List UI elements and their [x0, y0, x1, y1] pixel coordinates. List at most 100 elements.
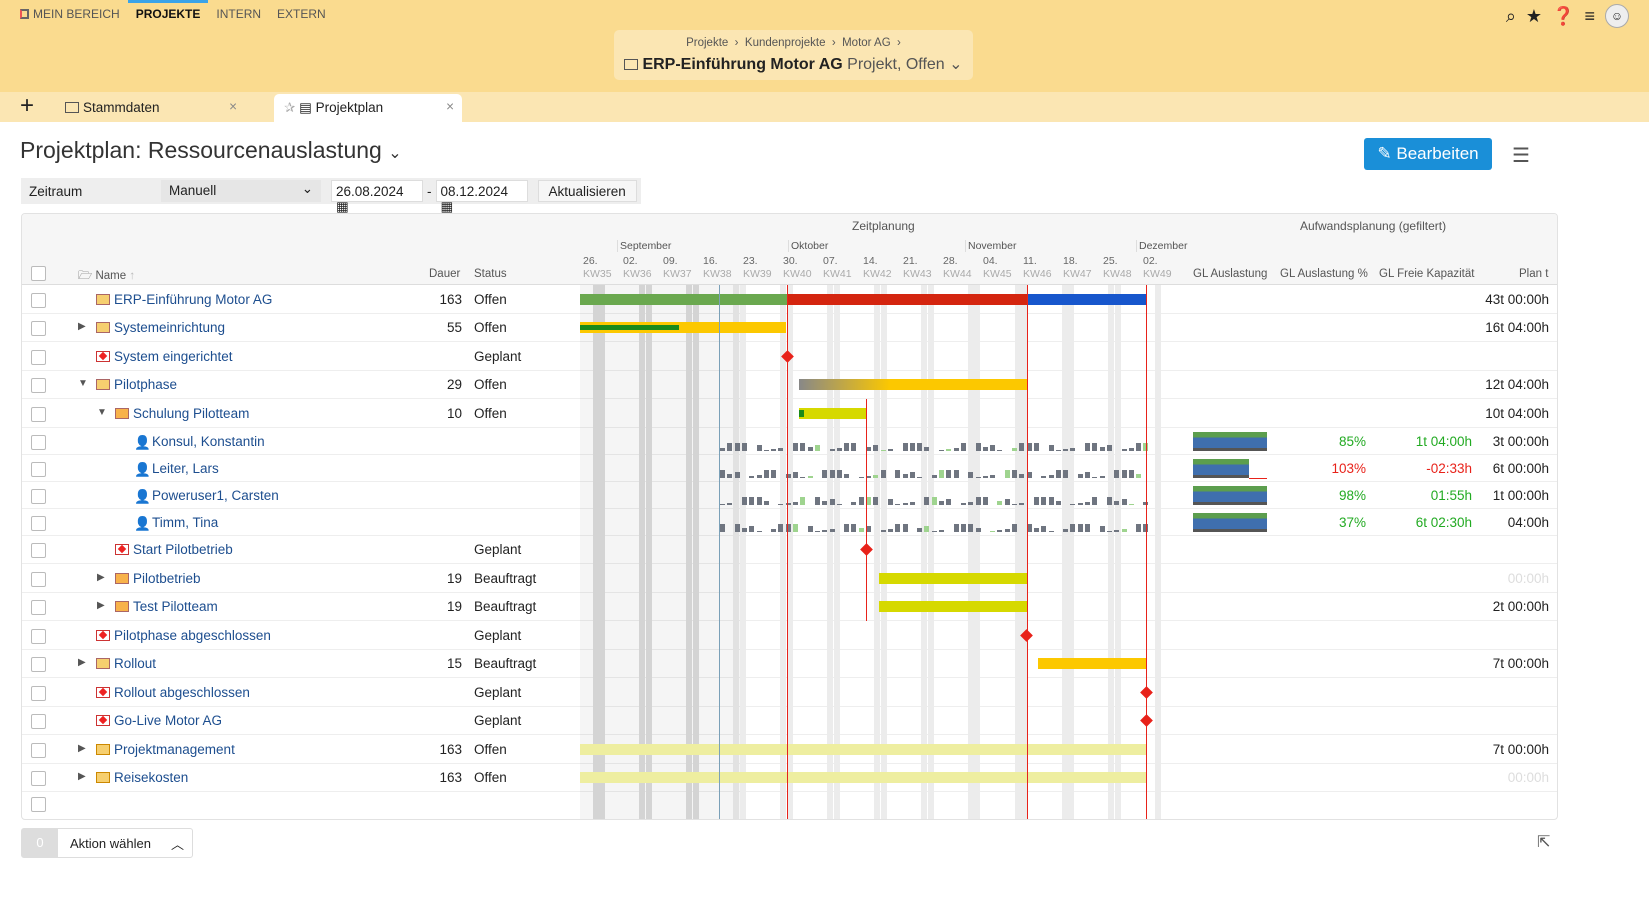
row-name[interactable]: Projektmanagement: [96, 742, 235, 757]
avatar[interactable]: ☺: [1605, 4, 1629, 28]
nav-extern[interactable]: EXTERN: [277, 7, 326, 21]
row-name[interactable]: System eingerichtet: [96, 349, 233, 364]
calendar-icon[interactable]: ▦: [440, 199, 454, 214]
action-bar[interactable]: 0 Aktion wählen ︿: [21, 828, 193, 858]
row-checkbox[interactable]: [31, 488, 46, 504]
gantt-chart[interactable]: [580, 285, 1183, 819]
load-histogram-bar: [793, 524, 798, 532]
week-date: 02.: [1143, 255, 1158, 267]
menu-icon[interactable]: ≡: [1584, 5, 1595, 26]
row-checkbox[interactable]: [31, 321, 46, 336]
row-name[interactable]: Test Pilotteam: [115, 599, 218, 614]
sort-up-icon[interactable]: ↑: [129, 270, 136, 282]
pin-icon[interactable]: ✰: [284, 100, 296, 115]
row-name[interactable]: 👤Konsul, Konstantin: [134, 434, 265, 450]
caret-down-icon[interactable]: ▼: [97, 406, 107, 418]
row-status: Beauftragt: [474, 570, 537, 586]
row-name[interactable]: 👤Timm, Tina: [134, 515, 218, 531]
caret-right-icon[interactable]: ▶: [78, 321, 86, 332]
row-name[interactable]: Systemeinrichtung: [96, 320, 225, 335]
add-tab-icon[interactable]: +: [20, 92, 35, 119]
row-checkbox[interactable]: [31, 657, 46, 672]
column-plan[interactable]: Plan t: [1519, 268, 1549, 280]
row-name[interactable]: Pilotphase abgeschlossen: [96, 628, 271, 643]
caret-down-icon[interactable]: ▼: [78, 378, 88, 389]
tab-stammdaten[interactable]: Stammdaten ×: [55, 94, 245, 122]
row-checkbox[interactable]: [31, 406, 46, 422]
caret-right-icon[interactable]: ▶: [97, 600, 105, 611]
row-checkbox[interactable]: [31, 771, 46, 786]
month-label: September: [617, 240, 671, 252]
date-to-input[interactable]: 08.12.2024 ▦: [435, 180, 528, 214]
row-checkbox[interactable]: [31, 742, 46, 758]
load-histogram-bar: [866, 476, 871, 478]
row-checkbox[interactable]: [31, 600, 46, 615]
export-icon[interactable]: ⇱: [1537, 834, 1551, 851]
weekend-shade: [873, 285, 880, 819]
date-from-input[interactable]: 26.08.2024 ▦: [331, 180, 423, 214]
tab-projektplan[interactable]: ✰ ▤ Projektplan ×: [274, 94, 462, 122]
refresh-button[interactable]: Aktualisieren: [537, 180, 637, 202]
nav-projekte[interactable]: PROJEKTE: [127, 0, 209, 21]
column-status[interactable]: Status: [474, 268, 507, 280]
weekend-shade: [592, 285, 599, 819]
row-checkbox[interactable]: [31, 685, 46, 701]
row-name[interactable]: Reisekosten: [96, 770, 188, 785]
settings-sliders-icon[interactable]: ☰: [1512, 145, 1530, 167]
select-all-checkbox[interactable]: [31, 266, 46, 281]
caret-right-icon[interactable]: ▶: [78, 657, 86, 668]
column-gl-auslastung-pct[interactable]: GL Auslastung %: [1280, 268, 1368, 280]
row-checkbox[interactable]: [31, 628, 46, 644]
row-checkbox[interactable]: [31, 543, 46, 558]
row-checkbox[interactable]: [31, 292, 46, 308]
caret-right-icon[interactable]: ▶: [78, 742, 86, 754]
row-checkbox[interactable]: [31, 434, 46, 450]
table-row[interactable]: 👤Leiter, Lars 6t 00:00h 103% -02:33h: [22, 455, 1557, 482]
load-histogram-bar: [990, 475, 996, 478]
load-histogram-bar: [953, 470, 959, 478]
row-name[interactable]: 👤Leiter, Lars: [134, 461, 219, 477]
column-dauer[interactable]: Dauer: [429, 268, 461, 280]
nav-intern[interactable]: INTERN: [216, 7, 262, 21]
row-name[interactable]: Go-Live Motor AG: [96, 713, 222, 728]
close-icon[interactable]: ×: [446, 99, 454, 114]
close-icon[interactable]: ×: [229, 99, 237, 114]
caret-right-icon[interactable]: ▶: [97, 571, 105, 583]
row-name[interactable]: 👤Poweruser1, Carsten: [134, 488, 279, 504]
calendar-icon[interactable]: ▦: [336, 199, 349, 214]
search-icon[interactable]: ⌕: [1505, 5, 1516, 26]
row-checkbox[interactable]: [31, 714, 46, 729]
row-name[interactable]: Rollout: [96, 656, 156, 671]
project-plan-grid: 🗁 Name ↑ Dauer Status Zeitplanung Septem…: [21, 213, 1558, 820]
caret-right-icon[interactable]: ▶: [78, 771, 86, 782]
load-histogram-bar: [829, 470, 835, 478]
crumb-motor-ag[interactable]: Motor AG: [842, 37, 891, 49]
page-title[interactable]: Projektplan: Ressourcenauslastung ⌄: [20, 137, 402, 164]
row-checkbox[interactable]: [31, 349, 46, 365]
edit-button[interactable]: ✎ Bearbeiten: [1364, 138, 1492, 170]
load-histogram-bar: [1136, 474, 1142, 478]
row-name-text: Reisekosten: [114, 770, 189, 785]
row-checkbox[interactable]: [31, 461, 46, 477]
row-name[interactable]: ERP-Einführung Motor AG: [96, 292, 272, 307]
row-name[interactable]: Pilotphase: [96, 377, 177, 392]
row-checkbox[interactable]: [31, 571, 46, 587]
nav-mein-bereich[interactable]: MEIN BEREICH: [20, 7, 120, 21]
action-select[interactable]: Aktion wählen: [70, 835, 151, 851]
column-gl-auslastung[interactable]: GL Auslastung: [1193, 268, 1268, 280]
project-selector[interactable]: ERP-Einführung Motor AG Projekt, Offen ⌄: [614, 54, 973, 74]
column-gl-freie-kapazitaet[interactable]: GL Freie Kapazität: [1379, 268, 1475, 280]
row-name[interactable]: Start Pilotbetrieb: [115, 542, 233, 557]
row-name[interactable]: Schulung Pilotteam: [115, 406, 249, 421]
period-mode-select[interactable]: Manuell ⌄: [161, 180, 321, 202]
row-checkbox[interactable]: [31, 378, 46, 393]
row-checkbox[interactable]: [31, 515, 46, 531]
crumb-projekte[interactable]: Projekte: [686, 37, 729, 49]
row-name[interactable]: Rollout abgeschlossen: [96, 685, 250, 700]
column-name[interactable]: 🗁 Name ↑: [78, 268, 135, 287]
crumb-kundenprojekte[interactable]: Kundenprojekte: [744, 37, 826, 49]
row-name[interactable]: Pilotbetrieb: [115, 571, 201, 586]
star-icon[interactable]: ★: [1525, 5, 1543, 26]
row-checkbox[interactable]: [31, 797, 46, 812]
help-icon[interactable]: ❓: [1552, 5, 1575, 26]
